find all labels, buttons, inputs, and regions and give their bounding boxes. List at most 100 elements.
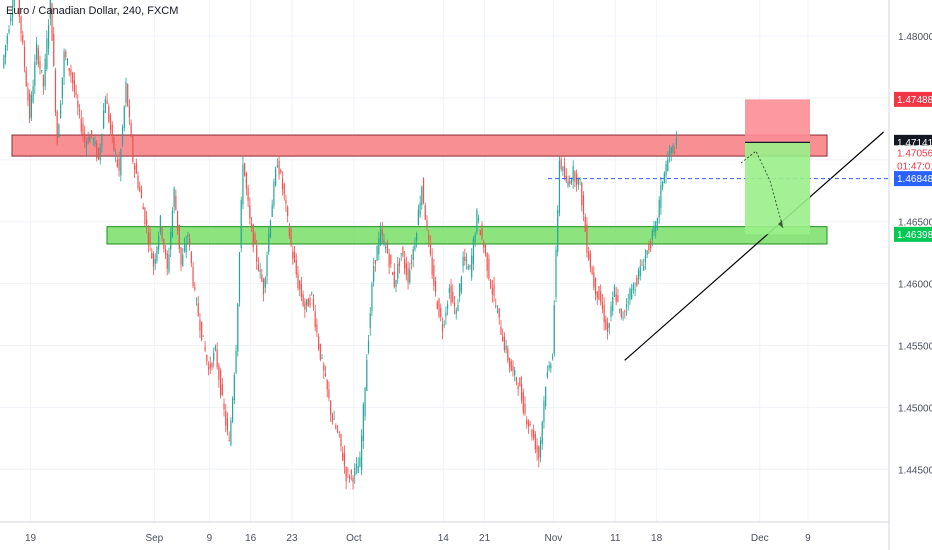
time-tick-label: Sep [145,533,163,544]
candle-body [302,294,304,306]
candle-body [118,158,120,171]
candle-body [242,164,244,205]
candle-body [627,301,629,303]
chart-title: Euro / Canadian Dollar, 240, FXCM [6,5,179,17]
candle-body [603,305,605,323]
time-tick-label: Oct [346,533,362,544]
price-tick-label: 1.45000 [898,403,932,414]
candle-body [111,124,113,136]
candle-body [223,403,225,410]
candle-body [56,111,58,144]
time-tick-label: 16 [245,533,257,544]
candle-body [483,242,485,248]
candle-body [361,435,363,470]
candle-body [128,105,131,117]
candle-body [72,72,74,84]
candle-body [151,253,153,259]
candle-body [493,284,495,296]
resistance-zone [11,134,828,157]
candle-body [281,178,284,189]
candle-body [168,254,170,272]
candle-body [342,452,344,461]
candle-body [643,266,645,271]
candle-body [116,159,118,167]
candle-body [586,224,588,253]
candle-body [469,265,471,267]
candle-body [247,187,249,202]
candle-body [22,34,24,44]
candle-body [163,239,165,249]
candle-body [507,348,509,361]
candle-body [30,94,32,118]
candle-body [226,418,229,431]
candle-body [85,141,88,148]
candle-body [503,336,505,351]
candle-body [144,207,146,225]
candle-body [612,297,614,312]
candle-body [73,80,75,92]
candle-body [280,170,282,173]
candle-body [610,306,612,317]
price-axis[interactable]: 1.480001.475001.470001.465001.460001.455… [888,0,932,550]
candle-body [662,181,664,187]
candle-body [459,283,461,297]
candle-body [335,425,337,429]
candle-body [636,277,638,286]
candle-body [491,287,493,295]
candle-body [312,298,315,307]
candle-body [82,123,84,135]
candle-body [453,302,456,307]
candle-body [646,250,648,255]
candle-body [495,305,497,308]
candle-body [42,75,45,87]
candle-body [410,262,413,264]
candle-body [474,234,476,243]
candle-body [594,277,597,295]
candle-body [328,389,330,399]
candle-body [190,251,192,264]
candle-body [266,255,268,277]
candle-body [381,229,383,236]
candle-body [390,254,392,265]
candle-body [625,304,628,308]
candle-body [536,445,538,453]
candle-body [41,70,43,72]
price-badge-label: 1.46848 [897,174,932,185]
candle-body [132,135,134,162]
candle-body [570,180,573,184]
candle-body [261,274,263,282]
candle-body [615,294,617,302]
candle-body [146,219,148,226]
candle-body [367,340,370,353]
candle-body [214,346,217,350]
candle-body [178,224,180,249]
candle-body [672,145,674,152]
candle-body [147,232,149,244]
time-axis[interactable]: 19 Sep 9 16 23 Oct 14 21 Nov 11 18 Dec 9 [0,521,889,544]
candle-body [407,268,409,283]
candle-body [264,277,266,288]
candle-body [560,159,562,170]
candle-body [202,335,204,337]
price-badge [894,226,932,242]
candle-body [109,115,112,130]
price-tick-label: 1.48000 [898,32,932,43]
candle-body [65,51,67,58]
candle-body [383,240,385,245]
price-tick-label: 1.44500 [898,465,932,476]
candle-body [589,253,591,269]
candle-body [192,266,194,287]
candle-body [46,38,48,69]
candle-body [441,324,444,332]
candle-body [63,51,65,77]
candle-body [667,159,669,172]
candle-body [340,433,342,447]
candle-body [496,310,499,313]
candle-body [120,149,122,176]
candle-body [369,313,371,329]
candle-body [539,439,542,458]
candle-body [54,70,57,112]
candle-body [180,247,182,265]
candle-body [125,82,127,103]
